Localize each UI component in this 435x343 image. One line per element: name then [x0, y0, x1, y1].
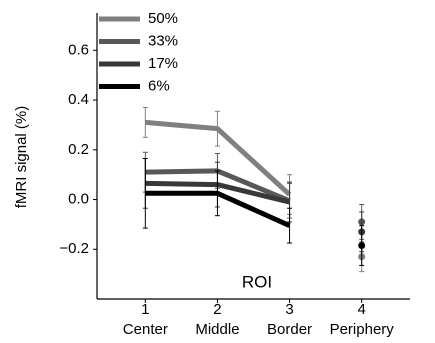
legend-label: 33%: [148, 32, 178, 49]
y-tick-label: 0.4: [68, 91, 89, 108]
x-tick-label: 1: [141, 301, 149, 318]
legend-label: 50%: [148, 10, 178, 27]
y-tick-label: 0.0: [68, 190, 89, 207]
legend-label: 17%: [148, 55, 178, 72]
x-category-label: Border: [267, 321, 312, 338]
y-tick-label: 0.2: [68, 141, 89, 158]
x-category-label: Periphery: [330, 321, 395, 338]
series-point: [358, 242, 366, 250]
series-line: [145, 190, 291, 228]
x-tick-label: 4: [358, 301, 366, 318]
x-axis-label: ROI: [242, 272, 272, 291]
y-axis-label: fMRI signal (%): [13, 106, 30, 209]
x-tick-label: 3: [285, 301, 293, 318]
legend-label: 6%: [148, 77, 170, 94]
x-category-label: Center: [123, 321, 168, 338]
x-category-label: Middle: [195, 321, 239, 338]
series-line: [145, 119, 292, 197]
y-tick-label: 0.6: [68, 41, 89, 58]
y-tick-label: −0.2: [59, 240, 89, 257]
x-tick-label: 2: [213, 301, 221, 318]
